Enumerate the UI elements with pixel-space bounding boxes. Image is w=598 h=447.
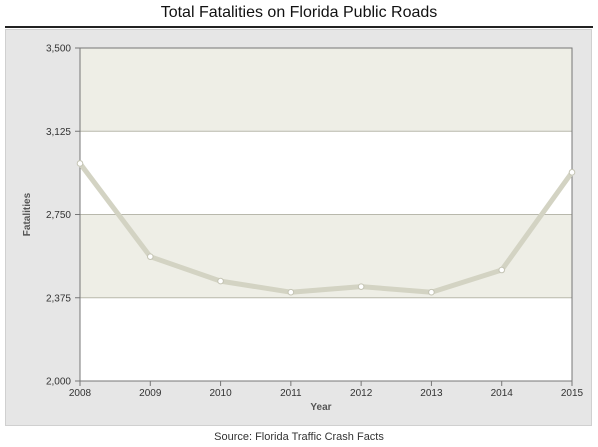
gridlines — [80, 130, 572, 299]
data-point — [287, 288, 295, 296]
data-point — [498, 266, 506, 274]
y-axis-title: Fatalities — [22, 192, 33, 236]
y-tick-label: 2,000 — [46, 377, 71, 388]
data-point — [357, 283, 365, 290]
data-point — [568, 169, 576, 176]
x-tick-label: 2013 — [420, 388, 443, 399]
x-tick-label: 2010 — [209, 388, 232, 399]
y-tick-label: 2,750 — [46, 210, 71, 221]
title-divider — [5, 26, 593, 28]
background-bands — [80, 48, 572, 381]
y-tick-label: 3,500 — [46, 44, 71, 55]
y-axis-ticks: 2,000 2,375 2,750 3,125 3,500 — [46, 44, 80, 388]
x-axis-ticks: 2008 2009 2010 2011 2012 2013 2014 2015 — [69, 381, 584, 399]
background-band — [80, 214, 572, 298]
data-point — [146, 253, 154, 260]
background-band — [80, 131, 572, 215]
source-note: Source: Florida Traffic Crash Facts — [214, 431, 384, 443]
x-tick-label: 2015 — [561, 388, 584, 399]
x-tick-label: 2014 — [491, 388, 514, 399]
y-tick-label: 3,125 — [46, 127, 71, 138]
data-point — [76, 160, 84, 167]
chart-title: Total Fatalities on Florida Public Roads — [160, 4, 438, 21]
x-tick-label: 2011 — [280, 388, 302, 399]
y-tick-label: 2,375 — [46, 293, 71, 304]
x-tick-label: 2012 — [350, 388, 373, 399]
data-point — [217, 277, 224, 285]
background-band — [80, 297, 572, 381]
x-tick-label: 2008 — [69, 388, 92, 399]
background-band — [80, 48, 572, 132]
x-axis-title: Year — [310, 402, 331, 413]
x-tick-label: 2009 — [139, 388, 162, 399]
series-layer — [76, 160, 576, 296]
series-line — [77, 160, 575, 295]
data-point — [428, 288, 435, 296]
